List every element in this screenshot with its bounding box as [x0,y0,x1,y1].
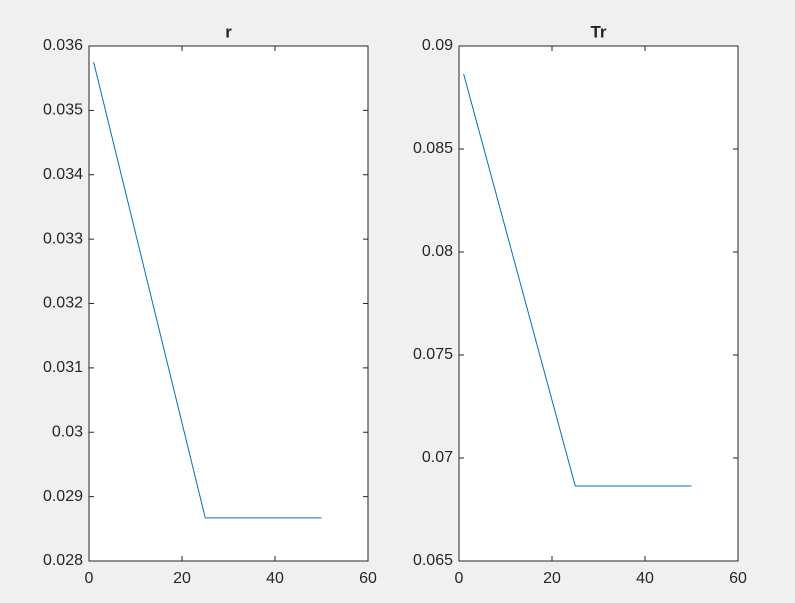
data-line [463,73,692,487]
y-tick-label: 0.03 [52,423,83,440]
y-tick-label: 0.065 [413,552,453,569]
y-tick-label: 0.07 [422,449,453,466]
y-tick-label: 0.08 [422,243,453,260]
y-tick-label: 0.028 [43,552,83,569]
chart-title: r [225,22,232,41]
x-tick-label: 60 [359,570,377,587]
y-tick-label: 0.075 [413,346,453,363]
x-tick-label: 0 [85,570,94,587]
x-tick-label: 0 [455,570,464,587]
y-tick-label: 0.033 [43,230,83,247]
data-line [93,61,322,519]
y-tick-label: 0.034 [43,166,83,183]
x-tick-label: 40 [266,570,284,587]
y-tick-label: 0.029 [43,488,83,505]
x-tick-label: 60 [729,570,747,587]
chart-title: Tr [590,22,606,41]
x-tick-label: 20 [543,570,561,587]
y-tick-label: 0.031 [43,359,83,376]
axes-background [88,45,369,562]
x-tick-label: 40 [636,570,654,587]
y-tick-label: 0.032 [43,295,83,312]
y-tick-label: 0.036 [43,37,83,54]
x-tick-label: 20 [173,570,191,587]
y-tick-label: 0.035 [43,102,83,119]
axes-background [458,45,739,562]
y-tick-label: 0.085 [413,140,453,157]
y-tick-label: 0.09 [422,37,453,54]
